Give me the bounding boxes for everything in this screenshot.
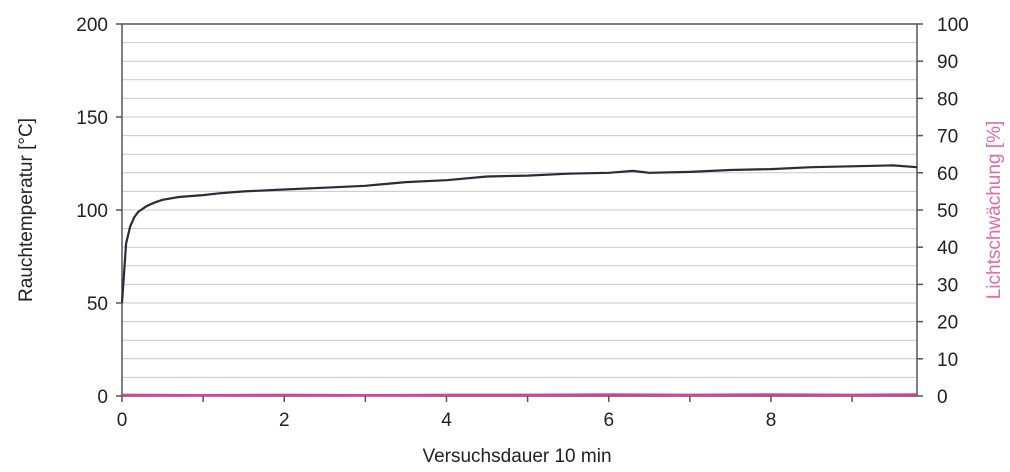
x-tick-label: 8	[766, 410, 777, 431]
y2-tick-label: 50	[937, 201, 958, 222]
series-line-light	[121, 393, 918, 397]
grid-layer	[122, 42, 917, 378]
y2-tick-label: 40	[937, 238, 958, 259]
y2-tick-label: 90	[937, 52, 958, 73]
y2-tick-label: 20	[937, 313, 958, 334]
series-line-temperature	[120, 164, 918, 304]
x-tick-label: 0	[117, 410, 128, 431]
y2-tick-label: 100	[937, 15, 969, 36]
x-axis-title: Versuchsdauer 10 min	[422, 446, 611, 467]
y2-tick-label: 10	[937, 350, 958, 371]
y2-tick-label: 60	[937, 164, 958, 185]
y-tick-label: 150	[76, 108, 108, 129]
y-tick-label: 50	[87, 294, 108, 315]
x-tick-label: 4	[441, 410, 452, 431]
y-tick-label: 100	[76, 201, 108, 222]
series-layer	[120, 164, 918, 397]
y-tick-label: 200	[76, 15, 108, 36]
y2-tick-label: 80	[937, 89, 958, 110]
x-tick-label: 6	[603, 410, 614, 431]
ticks-layer: 0 50 100 150 200 0 10 20 30 40 50 60 70 80 90 100 0 2 4 6 8	[76, 15, 968, 431]
y2-tick-label: 70	[937, 127, 958, 148]
y2-tick-label: 30	[937, 275, 958, 296]
y2-axis-title: Lichtschwächung [%]	[984, 121, 1005, 300]
y2-tick-label: 0	[937, 387, 948, 408]
y-axis-title: Rauchtemperatur [°C]	[16, 118, 37, 302]
x-tick-label: 2	[279, 410, 290, 431]
y-tick-label: 0	[97, 387, 108, 408]
